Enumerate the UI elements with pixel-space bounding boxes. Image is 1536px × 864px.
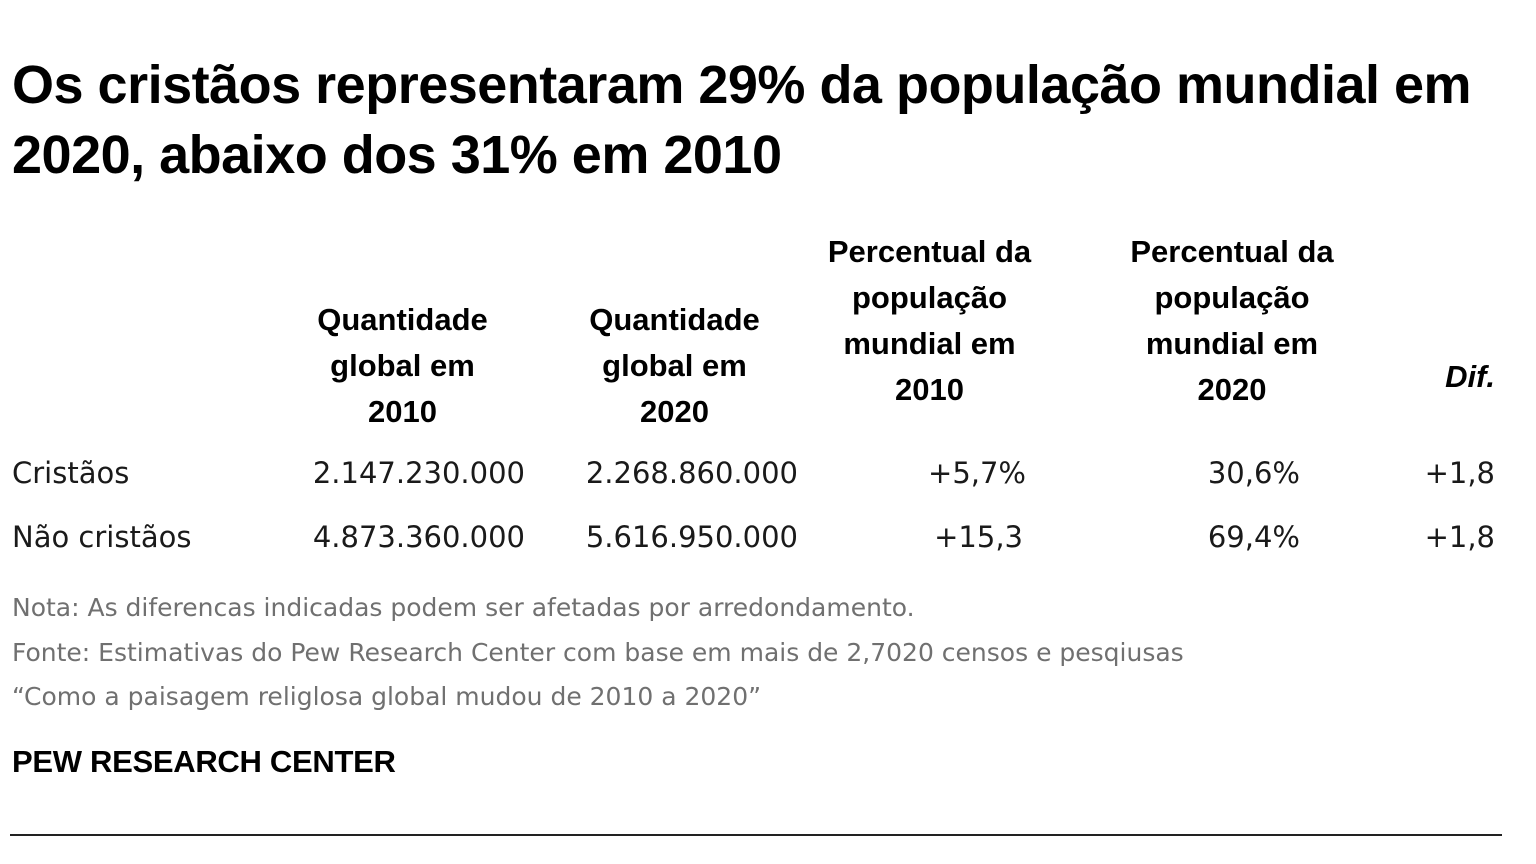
column-header-2010-percent: Percentual da população mundial em 2010	[827, 234, 1032, 407]
cell-nao-cristaos-dif: +1,8	[1424, 520, 1495, 554]
cell-cristaos-2010-count: 2.147.230.000	[312, 456, 525, 490]
chart-title: Os cristãos representaram 29% da populaç…	[12, 55, 1472, 185]
cell-cristaos-2020-percent: 30,6%	[1207, 456, 1300, 490]
column-header-2020-percent: Percentual da população mundial em 2020	[1130, 234, 1334, 407]
cell-nao-cristaos-2010-percent: +15,3	[934, 520, 1023, 554]
cell-nao-cristaos-2020-percent: 69,4%	[1207, 520, 1300, 554]
cell-cristaos-dif: +1,8	[1424, 456, 1495, 490]
report-title-text: “Como a paisagem religlosa global mudou …	[12, 682, 762, 711]
cell-cristaos-2010-percent: +5,7%	[928, 456, 1026, 490]
cell-nao-cristaos-2010-count: 4.873.360.000	[312, 520, 525, 554]
organization-logo-text: PEW RESEARCH CENTER	[12, 744, 396, 779]
column-header-dif: Dif.	[1445, 359, 1495, 394]
column-header-2020-count: Quantidade global em 2020	[589, 302, 760, 429]
bottom-divider	[10, 834, 1502, 836]
cell-nao-cristaos-2020-count: 5.616.950.000	[585, 520, 798, 554]
column-header-2010-count: Quantidade global em 2010	[317, 302, 488, 429]
note-text: Nota: As diferencas indicadas podem ser …	[12, 593, 915, 622]
source-text: Fonte: Estimativas do Pew Research Cente…	[12, 638, 1184, 667]
cell-cristaos-2020-count: 2.268.860.000	[585, 456, 798, 490]
row-label-nao-cristaos: Não cristãos	[12, 520, 192, 554]
row-label-cristaos: Cristãos	[12, 456, 130, 490]
